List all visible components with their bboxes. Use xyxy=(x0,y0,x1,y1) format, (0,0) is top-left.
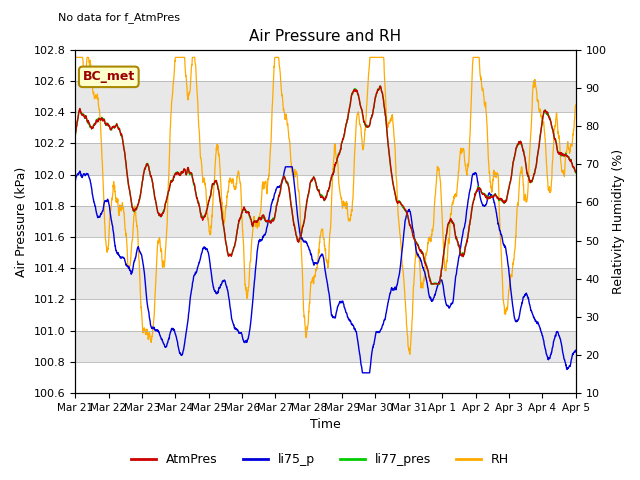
Bar xyxy=(75,362,576,393)
Y-axis label: Relativity Humidity (%): Relativity Humidity (%) xyxy=(612,149,625,294)
Bar xyxy=(75,300,576,331)
X-axis label: Time: Time xyxy=(310,419,341,432)
Title: Air Pressure and RH: Air Pressure and RH xyxy=(250,29,401,44)
Text: No data for f_AtmPres: No data for f_AtmPres xyxy=(58,12,180,23)
Bar xyxy=(75,237,576,268)
Bar xyxy=(75,50,576,81)
Text: BC_met: BC_met xyxy=(83,71,135,84)
Legend: AtmPres, li75_p, li77_pres, RH: AtmPres, li75_p, li77_pres, RH xyxy=(126,448,514,471)
Y-axis label: Air Pressure (kPa): Air Pressure (kPa) xyxy=(15,166,28,276)
Bar xyxy=(75,175,576,206)
Bar xyxy=(75,112,576,144)
